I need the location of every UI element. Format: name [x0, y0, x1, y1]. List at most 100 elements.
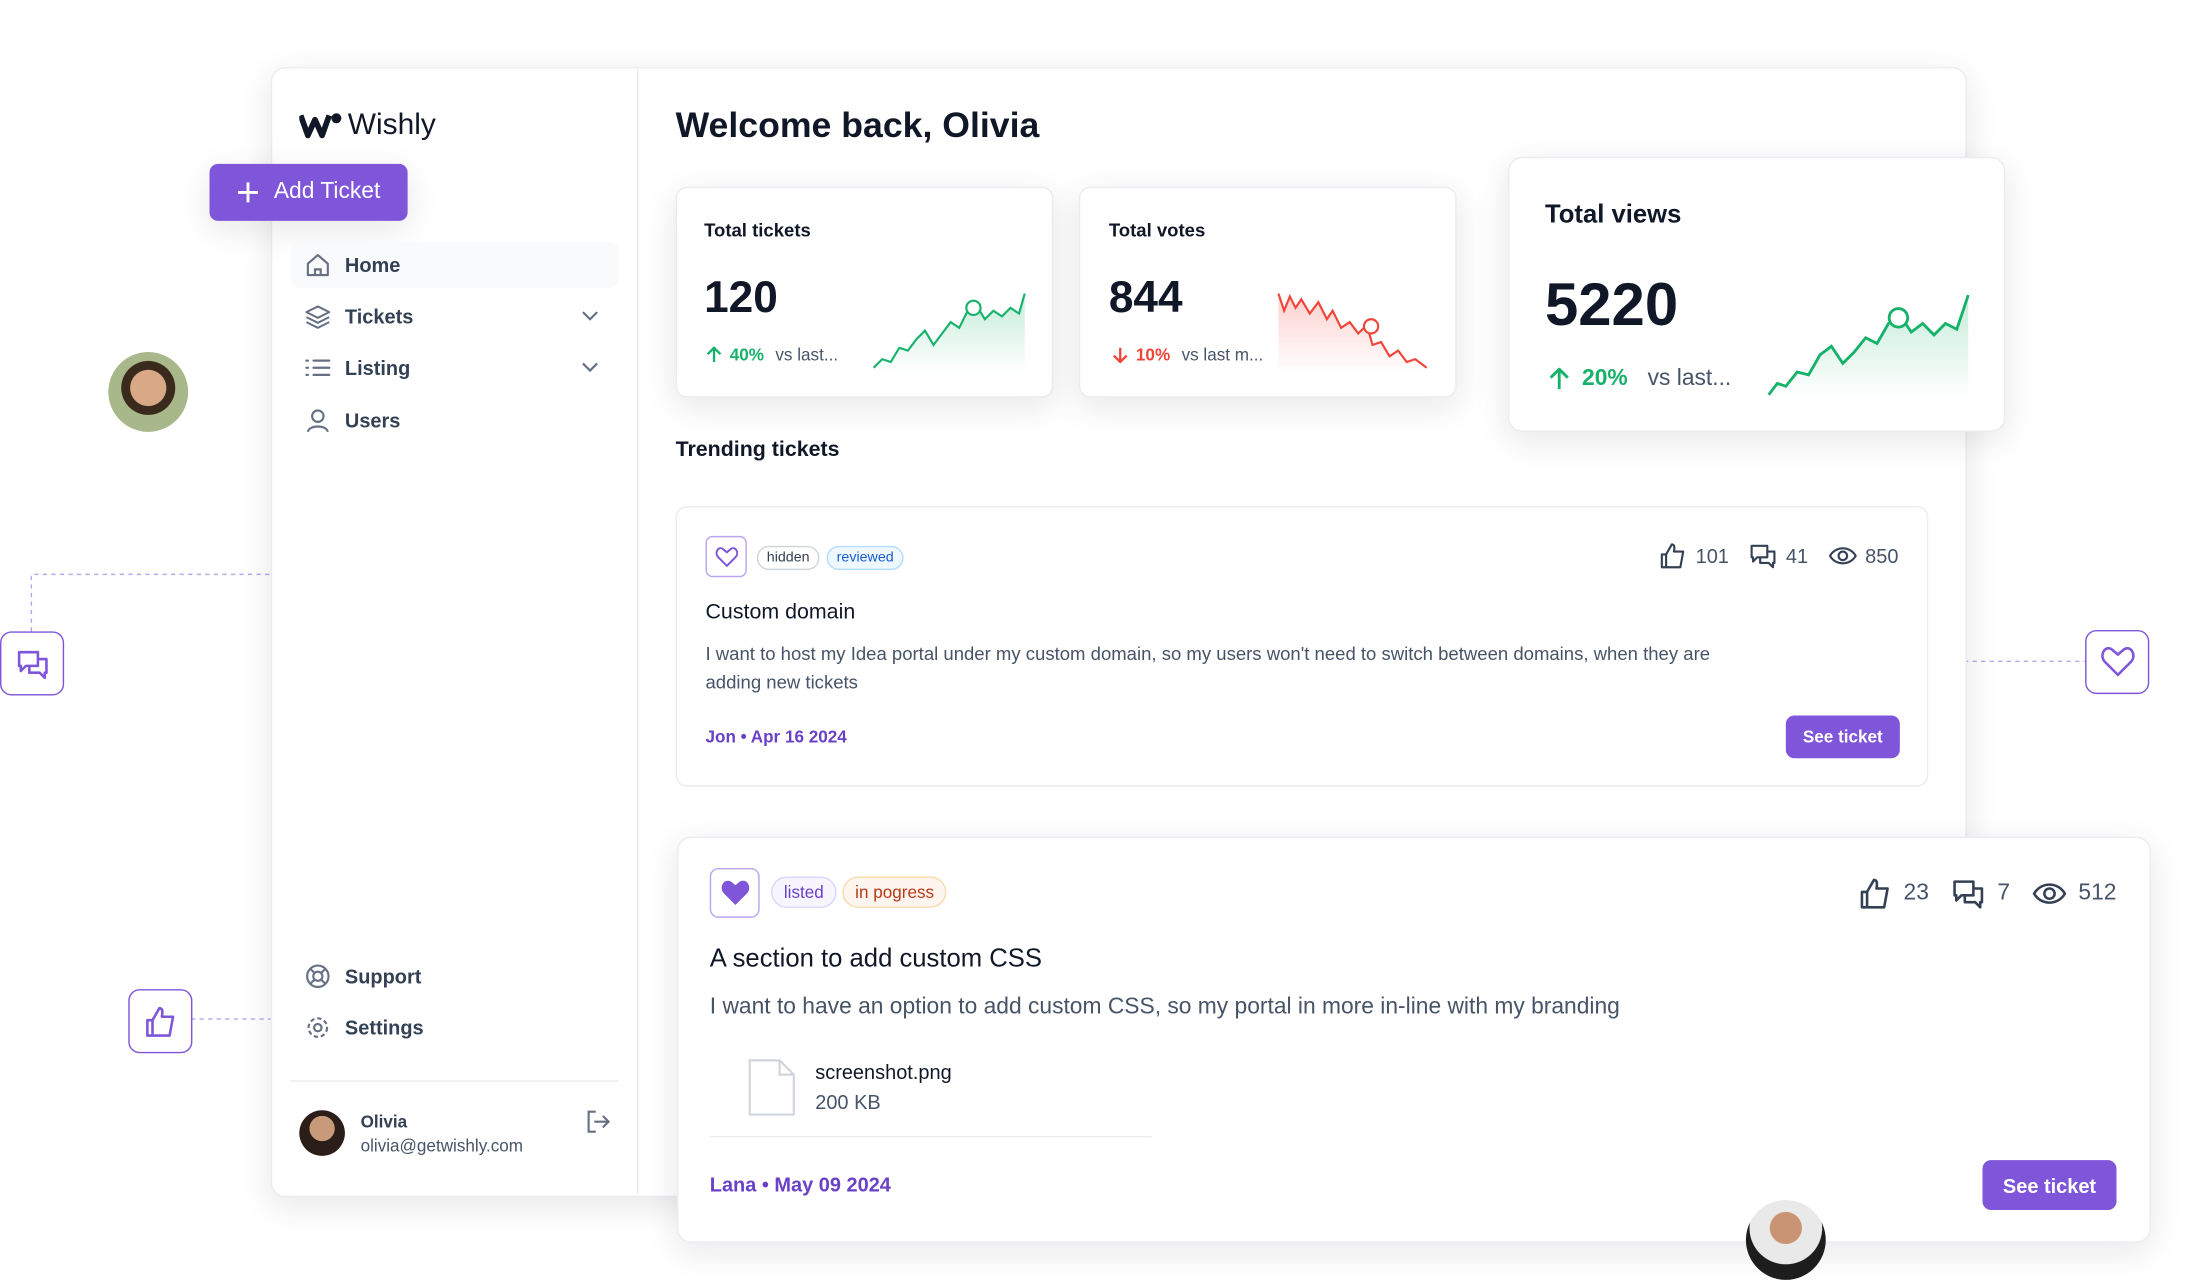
divider	[290, 1080, 619, 1082]
tags: hidden reviewed	[756, 543, 911, 571]
file-icon	[748, 1059, 795, 1116]
comment-icon	[17, 650, 48, 679]
nav-label: Support	[344, 964, 422, 988]
stat-change-row: 20% vs last...	[1548, 366, 1731, 392]
tag: in pogress	[842, 876, 947, 908]
see-ticket-button[interactable]: See ticket	[1982, 1160, 2117, 1211]
tag: listed	[771, 876, 837, 908]
nav-item[interactable]: Settings	[291, 1005, 619, 1051]
logo-mark	[299, 113, 342, 139]
nav-item[interactable]: Tickets	[291, 294, 619, 340]
ticket-stats: 23 7 512	[1858, 877, 2117, 911]
stat-note: vs last...	[775, 344, 839, 365]
ticket-title: Custom domain	[705, 600, 856, 625]
nav-item[interactable]: Support	[291, 953, 619, 999]
likes: 23	[1903, 880, 1929, 906]
button-label: See ticket	[2002, 1173, 2097, 1197]
section-title: Trending tickets	[675, 437, 840, 462]
sparkline	[1767, 294, 1970, 401]
heart-icon	[2100, 647, 2134, 677]
nav-item[interactable]: Listing	[291, 345, 619, 391]
nav-label: Users	[344, 409, 401, 432]
add-ticket-label: Add Ticket	[273, 179, 381, 204]
stat-label: Total tickets	[704, 219, 811, 241]
stat-value: 120	[704, 272, 778, 323]
heart-icon	[721, 880, 749, 906]
like-icon	[1860, 878, 1889, 909]
chevron	[582, 311, 598, 321]
nav-item[interactable]: Home	[290, 242, 619, 288]
stat-change: 20%	[1582, 366, 1628, 391]
home-icon	[306, 254, 329, 277]
attachment-name: screenshot.png	[815, 1060, 952, 1084]
button-label: See ticket	[1802, 726, 1883, 747]
stat-label: Total votes	[1108, 219, 1206, 241]
stat-change: 10%	[1135, 344, 1171, 365]
stat-value: 5220	[1544, 270, 1679, 338]
ticket-card: hidden reviewed 101 41 850 Custom domain …	[675, 505, 1929, 787]
comment-icon	[1953, 880, 1984, 909]
tags: listed in pogress	[771, 876, 954, 908]
comments: 41	[1785, 544, 1809, 568]
floating-like	[128, 989, 193, 1054]
comment-icon	[1750, 544, 1776, 569]
stat-card-featured: Total views 5220 20% vs last...	[1507, 156, 2006, 432]
list-icon	[305, 359, 331, 376]
brand: Wishly	[347, 108, 436, 142]
arrow-up	[706, 346, 722, 363]
logout-icon[interactable]	[586, 1110, 612, 1133]
ticket-description: I want to have an option to add custom C…	[709, 994, 1620, 1020]
attachment-size: 200 KB	[815, 1090, 881, 1114]
nav-label: Tickets	[344, 305, 414, 328]
favorite-button[interactable]	[709, 867, 760, 918]
logo: Wishly	[299, 108, 436, 142]
views: 512	[2078, 880, 2117, 906]
arrow-up	[1549, 367, 1569, 390]
stat-change: 40%	[729, 344, 764, 365]
plus-icon	[238, 182, 259, 203]
likes: 101	[1695, 544, 1729, 568]
stat-change-row: 10% vs last m...	[1112, 344, 1264, 365]
user-avatar	[299, 1110, 345, 1156]
favorite-button[interactable]	[705, 535, 747, 578]
sparkline	[872, 293, 1026, 374]
nav-label: Settings	[344, 1016, 424, 1039]
stat-note: vs last...	[1647, 366, 1732, 391]
user-icon	[306, 409, 329, 433]
stat-change-row: 40% vs last...	[705, 345, 838, 365]
tag: reviewed	[826, 545, 904, 571]
stat-card: Total tickets 120 40% vs last...	[675, 186, 1054, 398]
chevron	[582, 362, 598, 373]
ticket-description: I want to host my Idea portal under my c…	[705, 642, 1711, 693]
ticket-meta: Lana • May 09 2024	[709, 1172, 891, 1196]
nav-item[interactable]: Users	[291, 398, 619, 444]
ticket-stats: 101 41 850	[1659, 542, 1899, 571]
user-name: Olivia	[360, 1111, 408, 1132]
ticket-title: A section to add custom CSS	[709, 943, 1043, 973]
settings-icon	[307, 1017, 329, 1038]
heart-icon	[714, 546, 738, 567]
divider	[709, 1135, 1152, 1138]
layers-icon	[305, 305, 331, 329]
stat-note: vs last m...	[1181, 344, 1264, 365]
user-email: olivia@getwishly.com	[360, 1135, 524, 1156]
ticket-card: listed in pogress 23 7 512 A section to a…	[676, 836, 2151, 1243]
see-ticket-button[interactable]: See ticket	[1785, 715, 1900, 759]
arrow-down	[1113, 347, 1128, 364]
views: 850	[1865, 544, 1899, 568]
view-icon	[1828, 547, 1857, 565]
stat-card: Total votes 844 10% vs last m...	[1078, 186, 1457, 398]
ticket-meta: Jon • Apr 16 2024	[705, 726, 847, 747]
floating-avatar	[108, 352, 189, 432]
add-ticket-button[interactable]: Add Ticket	[209, 163, 408, 221]
sidebar-divider	[637, 66, 639, 1195]
support-icon	[306, 964, 330, 989]
nav-label: Listing	[344, 356, 411, 380]
stat-value: 844	[1108, 272, 1183, 323]
sparkline	[1277, 293, 1428, 374]
floating-avatar	[1745, 1200, 1826, 1280]
like-icon	[145, 1006, 174, 1037]
